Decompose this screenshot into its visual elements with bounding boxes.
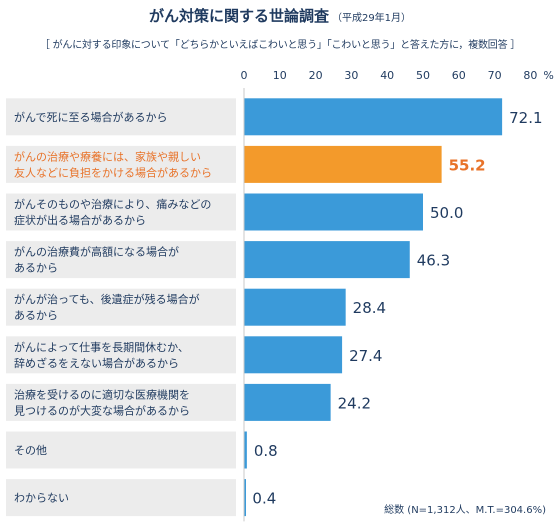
bar	[244, 479, 246, 517]
chart-title: がん対策に関する世論調査 （平成29年1月）	[148, 7, 412, 25]
x-tick-label: 20	[309, 69, 323, 82]
category-label: がんの治療費が高額になる場合が	[14, 245, 179, 259]
footnote: 総数 (N=1,312人、M.T.=304.6%)	[384, 505, 546, 516]
category-label-bg	[6, 241, 236, 279]
value-label: 27.4	[349, 347, 382, 365]
category-label: 治療を受けるのに適切な医療機関を	[14, 387, 190, 401]
category-label: あるから	[14, 309, 58, 322]
bar	[244, 241, 410, 279]
category-label: 症状が出る場合があるから	[14, 213, 146, 227]
category-label: がんが治っても、後遺症が残る場合が	[14, 292, 200, 306]
category-label: あるから	[14, 262, 58, 275]
x-tick-label: 30	[344, 69, 358, 82]
category-label-bg	[6, 98, 236, 136]
category-label: その他	[14, 444, 47, 457]
x-tick-label: 40	[380, 69, 394, 82]
chart-subtitle: ［ がんに対する印象について「どちらかといえばこわいと思う」「こわいと思う」と答…	[39, 40, 521, 51]
x-axis-unit: %	[543, 69, 553, 82]
category-label-bg	[6, 336, 236, 374]
chart-title-note: （平成29年1月）	[331, 13, 412, 24]
bar	[244, 288, 346, 326]
category-label: がんによって仕事を長期間休むか、	[14, 340, 189, 354]
value-label: 46.3	[417, 252, 450, 270]
value-label: 28.4	[353, 299, 386, 317]
category-label-bg	[6, 288, 236, 326]
x-tick-label: 50	[416, 69, 430, 82]
category-label-bg	[6, 145, 236, 183]
x-tick-label: 10	[273, 69, 287, 82]
value-label: 0.8	[254, 442, 278, 460]
value-label: 55.2	[449, 156, 486, 174]
value-label: 0.4	[252, 490, 276, 508]
category-label-bg	[6, 479, 236, 517]
value-label: 50.0	[430, 204, 463, 222]
category-label-bg	[6, 193, 236, 231]
bar	[244, 383, 331, 421]
category-label: 友人などに負担をかける場合があるから	[14, 165, 212, 179]
value-label: 24.2	[338, 394, 371, 412]
category-label-bg	[6, 431, 236, 469]
category-label: がんで死に至る場合があるから	[14, 110, 167, 124]
bar	[244, 145, 442, 183]
bar	[244, 98, 503, 136]
x-tick-label: 80	[523, 69, 537, 82]
bar	[244, 336, 343, 374]
x-tick-label: 0	[241, 69, 248, 82]
x-tick-label: 60	[452, 69, 466, 82]
category-label: がんそのものや治療により、痛みなどの	[14, 197, 211, 211]
value-label: 72.1	[509, 109, 542, 127]
category-label: 見つけるのが大変な場合があるから	[14, 403, 190, 417]
category-label: 辞めざるをえない場合があるから	[14, 356, 179, 370]
x-tick-label: 70	[488, 69, 502, 82]
bar	[244, 431, 247, 469]
category-label: がんの治療や療養には、家族や親しい	[14, 149, 201, 163]
bar	[244, 193, 423, 231]
category-label: わからない	[14, 492, 69, 505]
category-label-bg	[6, 383, 236, 421]
